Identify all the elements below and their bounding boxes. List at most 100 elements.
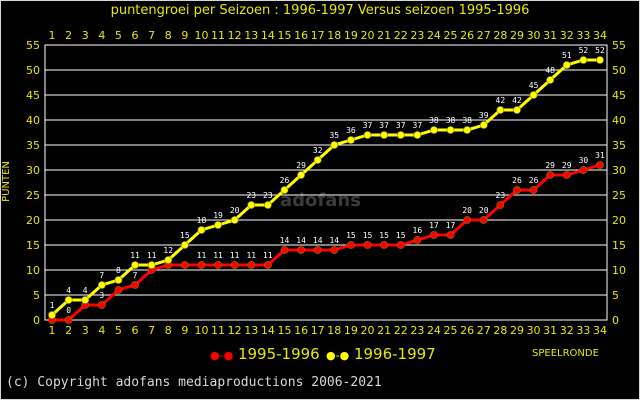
y-tick-label-left: 15	[26, 239, 40, 252]
x-tick-label-top: 29	[510, 29, 524, 42]
data-point-1995-1996	[562, 171, 571, 179]
data-point-1996-1997	[197, 226, 206, 234]
y-tick-label-right: 55	[612, 39, 626, 52]
data-point-1996-1997	[81, 296, 90, 304]
x-tick-label-bottom: 5	[115, 324, 122, 337]
data-point-1996-1997	[247, 201, 256, 209]
y-tick-label-left: 55	[26, 39, 40, 52]
data-label-1995-1996: 26	[512, 176, 522, 185]
x-tick-label-bottom: 8	[165, 324, 172, 337]
data-point-1996-1997	[313, 156, 322, 164]
x-tick-label-top: 7	[148, 29, 155, 42]
x-tick-label-bottom: 18	[327, 324, 341, 337]
y-tick-label-left: 0	[33, 314, 40, 327]
y-tick-label-left: 20	[26, 214, 40, 227]
data-point-1995-1996	[263, 261, 272, 269]
legend-marker-red-icon: ●-●	[210, 349, 234, 362]
data-point-1996-1997	[496, 106, 505, 114]
data-label-1995-1996: 14	[313, 236, 323, 245]
x-tick-label-top: 5	[115, 29, 122, 42]
data-label-1995-1996: 30	[579, 156, 589, 165]
x-tick-label-bottom: 23	[410, 324, 424, 337]
x-tick-label-bottom: 17	[311, 324, 325, 337]
data-point-1996-1997	[131, 261, 139, 269]
data-label-1996-1997: 36	[346, 126, 356, 135]
x-tick-label-bottom: 29	[510, 324, 524, 337]
x-tick-label-bottom: 4	[98, 324, 105, 337]
data-point-1995-1996	[446, 231, 455, 239]
data-point-1996-1997	[463, 126, 472, 134]
data-point-1995-1996	[64, 316, 73, 324]
data-label-1995-1996: 11	[246, 251, 256, 260]
data-label-1995-1996: 29	[562, 161, 572, 170]
chart-title: puntengroei per Seizoen : 1996-1997 Vers…	[110, 3, 530, 18]
y-tick-label-right: 45	[612, 89, 626, 102]
data-label-1995-1996: 17	[429, 221, 439, 230]
x-tick-label-bottom: 28	[493, 324, 507, 337]
data-label-1996-1997: 38	[462, 116, 472, 125]
x-tick-label-bottom: 19	[344, 324, 358, 337]
data-label-1996-1997: 4	[66, 286, 71, 295]
x-tick-label-top: 23	[410, 29, 424, 42]
data-label-1995-1996: 29	[545, 161, 555, 170]
data-label-1995-1996: 14	[280, 236, 290, 245]
y-tick-label-left: 30	[26, 164, 40, 177]
y-tick-label-left: 35	[26, 139, 40, 152]
y-tick-label-right: 25	[612, 189, 626, 202]
x-tick-label-top: 20	[361, 29, 375, 42]
x-tick-label-top: 32	[560, 29, 574, 42]
x-tick-label-bottom: 13	[244, 324, 258, 337]
data-label-1996-1997: 23	[263, 191, 273, 200]
data-point-1995-1996	[380, 241, 389, 249]
x-tick-label-bottom: 11	[211, 324, 225, 337]
copyright-text: (c) Copyright adofans mediaproductions 2…	[6, 375, 382, 390]
x-tick-label-top: 13	[244, 29, 258, 42]
data-point-1995-1996	[313, 246, 322, 254]
x-tick-label-bottom: 21	[377, 324, 391, 337]
y-tick-label-right: 15	[612, 239, 626, 252]
series-line-1995-1996	[52, 163, 601, 322]
data-point-1995-1996	[430, 231, 438, 239]
data-point-1996-1997	[430, 126, 438, 134]
y-tick-label-right: 30	[612, 164, 626, 177]
data-label-1996-1997: 11	[130, 251, 140, 260]
x-tick-label-top: 17	[311, 29, 325, 42]
data-label-1996-1997: 39	[479, 111, 489, 120]
x-tick-label-top: 15	[277, 29, 291, 42]
data-label-1996-1997: 37	[363, 121, 373, 130]
x-tick-label-bottom: 20	[361, 324, 375, 337]
y-tick-label-right: 40	[612, 114, 626, 127]
data-label-1996-1997: 35	[329, 131, 339, 140]
data-point-1996-1997	[380, 131, 389, 139]
x-tick-label-top: 6	[132, 29, 139, 42]
data-label-1996-1997: 26	[280, 176, 290, 185]
data-point-1995-1996	[413, 236, 422, 244]
y-tick-label-right: 35	[612, 139, 626, 152]
x-tick-label-top: 14	[261, 29, 275, 42]
data-label-1995-1996: 11	[263, 251, 273, 260]
x-tick-label-bottom: 16	[294, 324, 308, 337]
data-label-1996-1997: 42	[512, 96, 522, 105]
data-point-1995-1996	[513, 186, 521, 194]
x-tick-label-bottom: 12	[228, 324, 242, 337]
x-tick-label-bottom: 14	[261, 324, 275, 337]
data-label-1996-1997: 37	[379, 121, 389, 130]
data-label-1995-1996: 7	[133, 271, 138, 280]
x-tick-label-bottom: 30	[527, 324, 541, 337]
data-point-1996-1997	[230, 216, 239, 224]
data-label-1995-1996: 31	[595, 151, 605, 160]
x-tick-label-top: 2	[65, 29, 72, 42]
x-tick-label-top: 31	[543, 29, 557, 42]
x-tick-label-top: 28	[493, 29, 507, 42]
data-point-1996-1997	[64, 296, 73, 304]
x-tick-label-top: 24	[427, 29, 441, 42]
data-point-1995-1996	[97, 301, 106, 309]
data-point-1996-1997	[513, 106, 521, 114]
data-point-1995-1996	[496, 201, 505, 209]
data-point-1996-1997	[214, 221, 222, 229]
x-tick-label-top: 3	[82, 29, 89, 42]
data-point-1995-1996	[479, 216, 488, 224]
x-tick-label-top: 26	[460, 29, 474, 42]
x-tick-label-bottom: 3	[82, 324, 89, 337]
